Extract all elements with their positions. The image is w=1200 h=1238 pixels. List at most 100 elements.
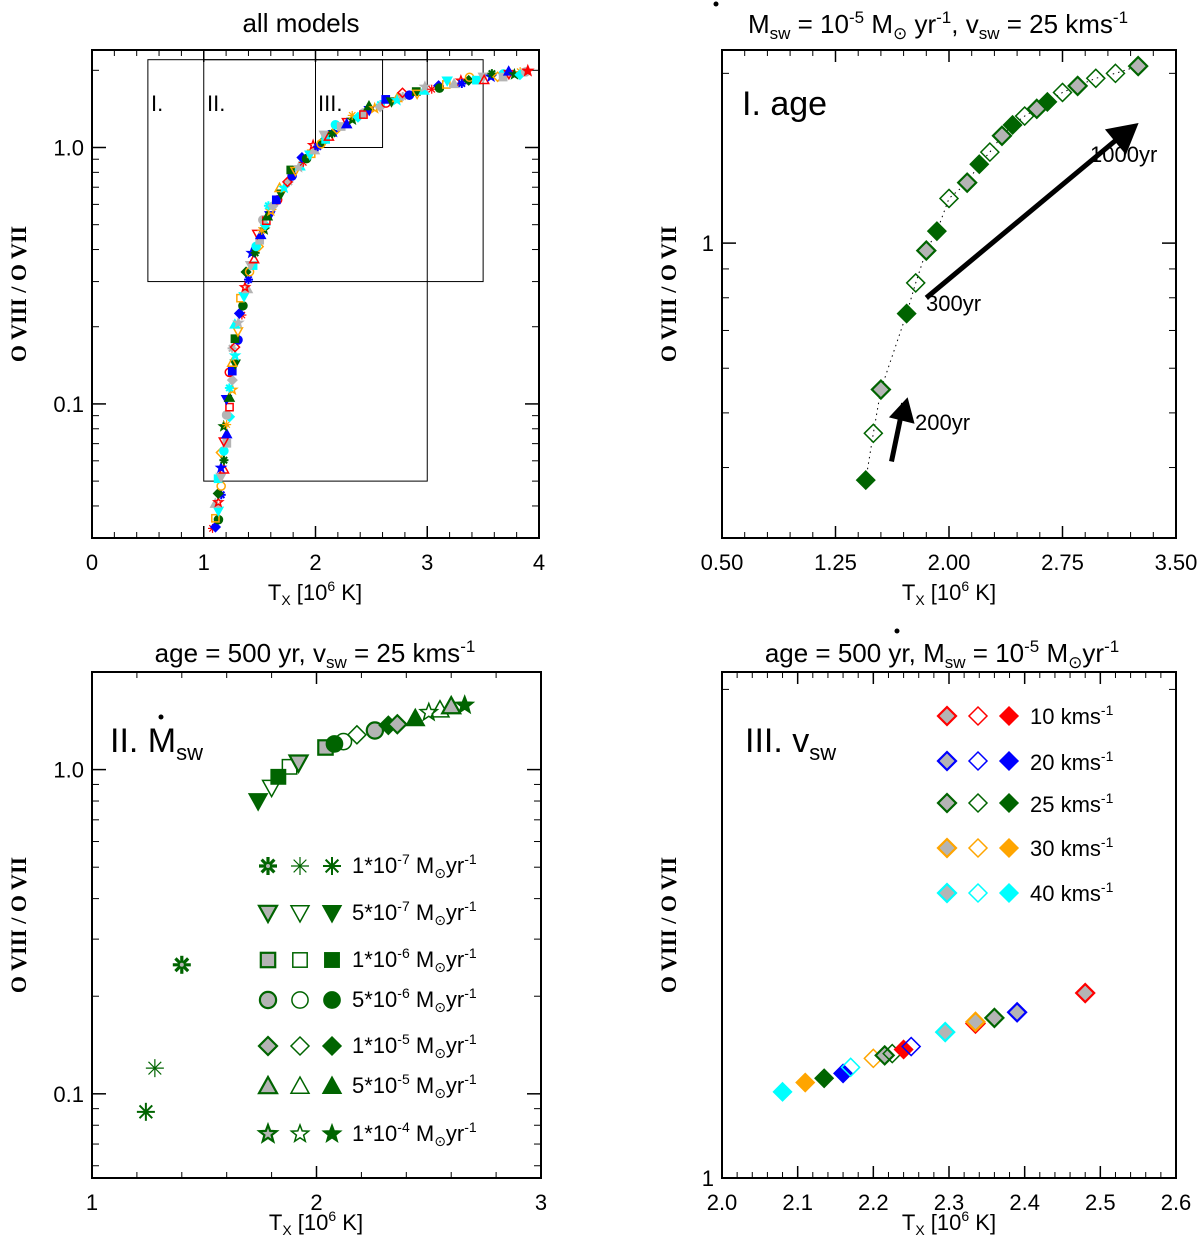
p1-xlabel: TX [106 K] xyxy=(268,578,362,608)
p2-arrow-1000yr xyxy=(924,126,1133,300)
p3-legend-marker xyxy=(257,1035,279,1057)
p1-plot: 0 1 2 3 4 0.1 1.0 xyxy=(53,50,545,575)
p2-xlabel: TX [106 K] xyxy=(902,578,996,608)
p1-model-point xyxy=(225,402,234,412)
x-axis-titles: TX [106 K] TX [106 K] TX [106 K] TX [106… xyxy=(268,578,996,1238)
p4-vsw-point xyxy=(901,1036,922,1057)
p4-legend-marker xyxy=(967,792,989,814)
p1-model-point xyxy=(219,446,229,456)
p2-age-point xyxy=(1085,68,1106,89)
p1-xtick-label: 4 xyxy=(533,550,545,575)
p4-legend-marker xyxy=(998,792,1020,814)
p4-legend-label: 10 kms-1 xyxy=(1030,702,1114,729)
p2-title: Msw = 10-5 M⊙ yr-1, vsw = 25 kms-1 xyxy=(748,8,1128,43)
p1-model-point xyxy=(230,334,240,344)
p3-legend-marker-core xyxy=(266,864,270,868)
p4-vsw-point xyxy=(795,1072,816,1093)
p2-age-point xyxy=(1002,114,1023,136)
p3-xlabel: TX [106 K] xyxy=(269,1208,363,1238)
p2-age-point xyxy=(1037,91,1058,112)
p1-model-point-stroke xyxy=(488,69,496,78)
p4-vsw-point xyxy=(893,1039,914,1060)
p3-mdot-point xyxy=(172,955,191,974)
p1-model-point xyxy=(209,521,222,533)
p2-age-point xyxy=(855,470,876,491)
p2-panel-label: I. age xyxy=(742,85,827,123)
p1-model-point xyxy=(441,76,453,87)
p1-model-point-stroke xyxy=(457,79,466,88)
p3-legend-marker xyxy=(321,905,343,924)
p2-ylabel: O VIII / O VII xyxy=(656,226,681,362)
p3-legend-marker xyxy=(259,857,277,875)
p1-title: all models xyxy=(242,8,359,38)
p1-model-point xyxy=(229,341,241,353)
p3-legend-label: 5*10-5 M⊙yr-1 xyxy=(352,1071,477,1101)
p3-mdot-point xyxy=(334,732,353,751)
p1-model-point xyxy=(427,84,437,94)
y-axis-titles: O VIII / O VII O VIII / O VII O VIII / O… xyxy=(6,226,681,993)
p3-mdot-point xyxy=(365,721,385,740)
p4-vsw-point xyxy=(1006,1001,1028,1023)
p1-model-point xyxy=(487,69,497,79)
p2-age-point xyxy=(956,172,978,194)
p1-model-point-stroke xyxy=(428,85,436,93)
p1-model-point-stroke xyxy=(223,420,231,429)
p2-arrow-1000yr-head xyxy=(1104,122,1139,155)
p3-legend-label: 5*10-6 M⊙yr-1 xyxy=(352,985,477,1015)
p2-age-point xyxy=(1067,75,1089,97)
p4-legend-marker xyxy=(936,750,958,772)
p4-vsw-point xyxy=(840,1057,861,1078)
p2-plot: 0.50 1.25 2.00 2.75 3.50 1 xyxy=(701,50,1198,575)
p1-ytick-label: 1.0 xyxy=(53,135,84,160)
p1-model-point xyxy=(214,461,228,474)
p3-mdot-point xyxy=(440,694,463,715)
p3-mdot-point xyxy=(454,694,476,715)
p4-vsw-point xyxy=(814,1068,835,1089)
p4-vsw-point xyxy=(1074,982,1096,1004)
p3-legend-label: 1*10-6 M⊙yr-1 xyxy=(352,945,477,975)
p4-legend-marker xyxy=(967,837,989,859)
p1-model-point xyxy=(457,79,467,89)
p1-model-point-stroke xyxy=(244,275,253,284)
p3-legend-label: 5*10-7 M⊙yr-1 xyxy=(352,898,477,928)
p4-legend-label: 30 kms-1 xyxy=(1030,834,1114,861)
p1-model-point xyxy=(271,195,281,205)
p4-legend-marker xyxy=(936,792,958,814)
p1-xtick-label: 3 xyxy=(421,550,433,575)
p3-legend-marker xyxy=(258,990,278,1010)
p1-model-point xyxy=(316,139,326,149)
p4-vsw-point xyxy=(772,1081,793,1102)
p4-legend-marker xyxy=(998,882,1020,904)
p3-mdot-point xyxy=(145,1059,164,1078)
p3-xtick-label: 2 xyxy=(310,1190,322,1215)
p1-model-point xyxy=(226,374,238,386)
p1-model-point-stroke xyxy=(225,384,234,392)
p2-xtick-label: 3.50 xyxy=(1155,550,1198,575)
p3-legend-marker xyxy=(321,1075,343,1094)
p4-title: age = 500 yr, Msw = 10-5 M⊙yr-1 xyxy=(765,637,1119,672)
p4-legend-marker xyxy=(998,837,1020,859)
p2-ytick-label: 1 xyxy=(702,231,714,256)
p4-plot: 2.0 2.1 2.2 2.3 2.4 2.5 2.6 1 xyxy=(702,672,1191,1215)
p1-model-point xyxy=(244,275,254,285)
p3-legend-marker xyxy=(324,952,340,968)
p1-model-point xyxy=(292,160,305,173)
p1-model-point-stroke xyxy=(220,456,228,465)
p1-model-point xyxy=(286,165,296,175)
p4-legend-label: 40 kms-1 xyxy=(1030,879,1114,906)
p4-vsw-point xyxy=(983,1007,1005,1029)
p4-vsw-point xyxy=(964,1011,987,1033)
p3-legend-marker xyxy=(257,1074,279,1095)
p2-age-point xyxy=(905,272,926,293)
p3-ytick-label: 0.1 xyxy=(53,1082,84,1107)
p4-panel-label: III. vsw xyxy=(745,722,836,765)
p4-legend-label: 25 kms-1 xyxy=(1030,790,1114,817)
p1-model-point xyxy=(418,80,432,93)
p1-model-point xyxy=(227,366,237,376)
p2-age-point xyxy=(991,125,1013,147)
p1-model-point xyxy=(224,383,234,393)
p4-ytick-label: 1 xyxy=(702,1166,714,1191)
p1-model-point xyxy=(212,487,224,500)
p1-ytick-label: 0.1 xyxy=(53,392,84,417)
